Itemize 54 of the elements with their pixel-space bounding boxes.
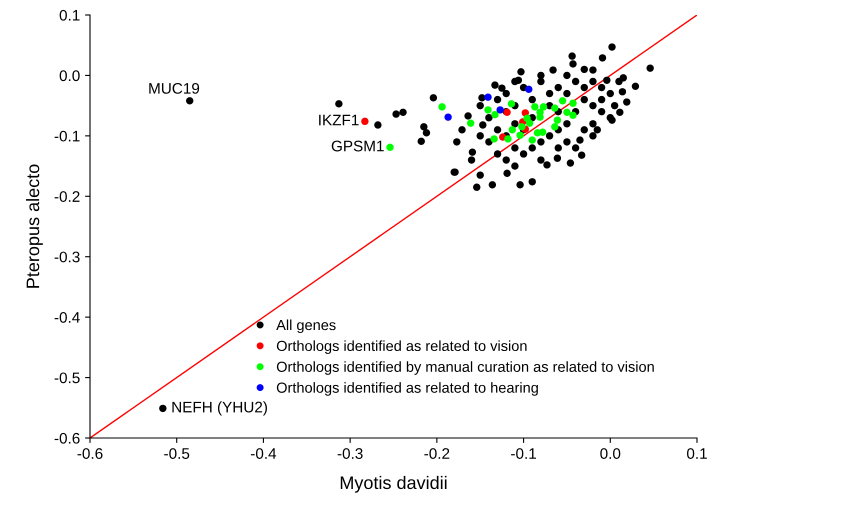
point: [484, 106, 492, 114]
point: [386, 144, 394, 152]
y-tick-label: 0.0: [60, 70, 80, 82]
y-axis-title: Pteropus alecto: [26, 164, 43, 288]
point: [508, 126, 516, 134]
point: [538, 128, 546, 136]
annotation: NEFH (YHU2): [172, 401, 267, 416]
point: [540, 103, 548, 111]
point: [484, 94, 492, 101]
point: [554, 116, 562, 124]
annotation: MUC19: [149, 82, 200, 94]
y-tick-label: -0.1: [54, 130, 80, 142]
point: [551, 123, 558, 130]
point: [516, 132, 524, 139]
point: [563, 108, 571, 116]
legend-label: Orthologs identified as related to vision: [276, 340, 527, 354]
y-tick-label: -0.5: [54, 372, 80, 384]
x-tick-label: -0.1: [511, 448, 536, 459]
legend-label: All genes: [276, 319, 336, 334]
x-tick-label: -0.3: [338, 448, 363, 459]
point: [518, 123, 526, 130]
x-tick-label: -0.5: [164, 448, 190, 459]
x-tick-label: -0.6: [78, 448, 102, 459]
point: [525, 86, 532, 93]
x-axis-title: Myotis davidii: [340, 476, 446, 493]
point: [467, 119, 474, 127]
point: [528, 136, 536, 144]
y-tick-label: -0.2: [54, 191, 80, 202]
y-tick-label: -0.6: [54, 432, 80, 444]
y-tick-label: -0.3: [54, 252, 80, 262]
annotation: GPSM1: [332, 140, 384, 152]
x-tick-label: -0.4: [250, 448, 276, 459]
point: [508, 100, 516, 108]
legend-label: Orthologs identified as related to hearing: [276, 382, 538, 396]
point: [490, 135, 498, 143]
y-tick-label: -0.4: [54, 312, 80, 323]
x-tick-label: -0.2: [424, 448, 450, 459]
point: [438, 103, 446, 111]
y-tick-label: 0.1: [60, 10, 80, 21]
point: [491, 111, 499, 118]
point: [531, 103, 539, 111]
point: [569, 112, 577, 119]
point: [504, 135, 512, 143]
point: [361, 118, 369, 126]
legend-label: Orthologs identified by manual curation as related to vision: [276, 361, 654, 375]
point: [551, 104, 558, 112]
point: [523, 114, 531, 122]
point: [444, 113, 452, 121]
point: [569, 100, 577, 107]
x-tick-label: 0.0: [600, 448, 620, 459]
x-tick-label: 0.1: [686, 448, 707, 459]
annotation: IKZF1: [319, 114, 359, 126]
point: [496, 106, 504, 114]
point: [558, 97, 566, 104]
